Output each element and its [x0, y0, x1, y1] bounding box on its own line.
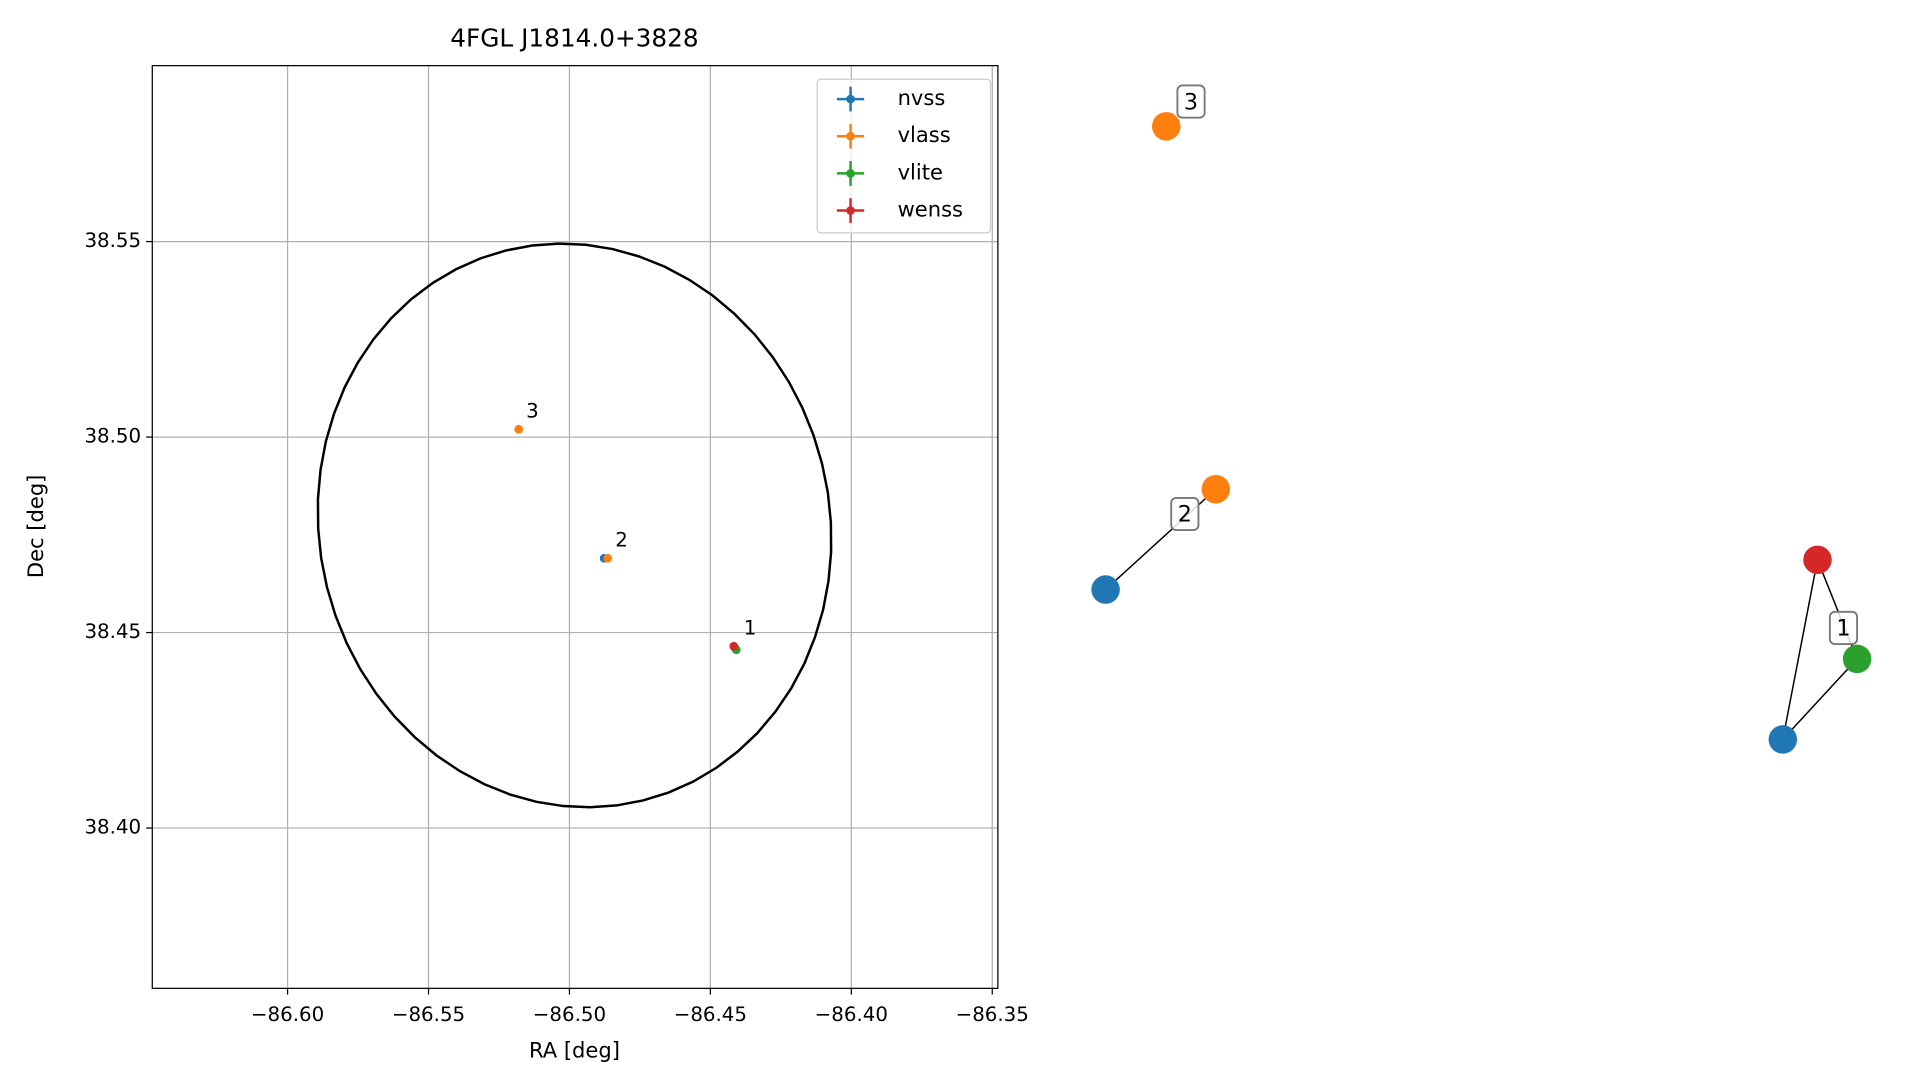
ellipse	[316, 242, 833, 809]
data-point	[514, 424, 524, 434]
graph-label: 2	[1178, 502, 1192, 528]
y-tick-label: 38.55	[84, 229, 141, 252]
graph-node	[1768, 725, 1798, 754]
y-tick-label: 38.45	[84, 620, 141, 643]
y-tick-label: 38.50	[84, 425, 141, 448]
graph-label-box	[1176, 84, 1206, 119]
x-tick-label: −86.45	[674, 1003, 747, 1026]
annotation: 1	[744, 616, 757, 639]
graph-node	[1842, 644, 1872, 674]
legend-marker	[846, 206, 855, 215]
plot-frame	[151, 65, 999, 989]
graph-edge	[1782, 559, 1819, 740]
y-axis-label: Dec [deg]	[23, 475, 48, 579]
graph-label: 1	[1836, 616, 1850, 642]
x-axis-label: RA [deg]	[529, 1038, 620, 1063]
graph-node	[1803, 545, 1832, 575]
legend-marker	[846, 169, 855, 178]
x-tick-label: −86.40	[815, 1003, 888, 1026]
legend-label: nvss	[898, 85, 946, 110]
data-point	[729, 641, 739, 651]
x-tick-label: −86.55	[392, 1003, 465, 1026]
annotation: 2	[615, 528, 628, 551]
graph-node	[1152, 112, 1181, 141]
legend-marker	[846, 131, 855, 141]
graph-label-box	[1170, 496, 1200, 532]
legend-label: vlite	[898, 159, 943, 184]
graph-node	[1091, 575, 1120, 604]
graph-label: 3	[1184, 89, 1198, 115]
data-point	[603, 553, 613, 563]
graph-node	[1201, 474, 1231, 504]
legend-box	[816, 78, 992, 234]
graph-label-box	[1828, 610, 1859, 645]
x-tick-label: −86.50	[533, 1003, 606, 1026]
chart-title: 4FGL J1814.0+3828	[450, 24, 698, 53]
y-tick-label: 38.40	[84, 816, 141, 839]
x-tick-label: −86.35	[956, 1003, 1029, 1026]
x-tick-label: −86.60	[251, 1003, 324, 1026]
annotation: 3	[526, 399, 539, 422]
legend-label: vlass	[898, 122, 951, 147]
graph-edge	[1782, 658, 1858, 740]
legend-label: wenss	[898, 197, 963, 222]
legend-marker	[846, 94, 855, 104]
